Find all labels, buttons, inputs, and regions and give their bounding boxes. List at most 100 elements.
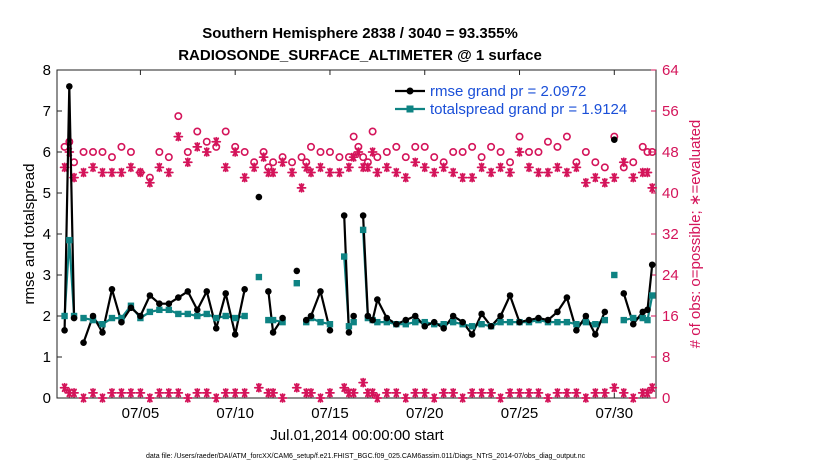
y-left-tick-label: 1	[43, 349, 51, 366]
x-tick-label: 07/30	[596, 405, 634, 422]
obs-evaluated-point	[599, 177, 610, 188]
obs-evaluated-bottom-point	[59, 382, 70, 393]
obs-evaluated-bottom-point	[201, 387, 212, 398]
chart-title: Southern Hemisphere 2838 / 3040 = 93.355…	[202, 25, 518, 42]
y-left-tick-label: 6	[43, 144, 51, 161]
obs-evaluated-point	[467, 172, 478, 183]
obs-possible-point	[477, 153, 486, 162]
obs-possible-point	[553, 142, 562, 151]
obs-possible-point	[349, 132, 358, 141]
rmse-point	[326, 327, 334, 334]
x-tick-label: 07/20	[406, 405, 444, 422]
obs-evaluated-point	[353, 147, 364, 157]
obs-possible-point	[496, 148, 505, 157]
obs-evaluated-bottom-point	[135, 387, 146, 398]
obs-evaluated-bottom-point	[211, 393, 222, 403]
rmse-point	[127, 304, 135, 312]
rmse-point	[66, 83, 73, 90]
obs-possible-point	[534, 148, 543, 157]
rmse-point	[497, 312, 504, 320]
obs-evaluated-point	[192, 141, 203, 152]
obs-possible-point	[643, 148, 652, 157]
obs-evaluated-bottom-point	[391, 387, 402, 398]
obs-possible-point	[591, 158, 600, 167]
obs-evaluated-point	[486, 167, 496, 178]
y-right-tick-label: 40	[662, 185, 679, 202]
rmse-point	[269, 329, 277, 336]
obs-possible-point	[202, 137, 211, 146]
obs-evaluated-bottom-point	[590, 387, 601, 398]
obs-evaluated-bottom-point	[505, 387, 515, 398]
obs-evaluated-point	[419, 162, 430, 173]
y-left-tick-label: 8	[43, 62, 51, 79]
obs-evaluated-bottom-point	[348, 387, 359, 398]
obs-evaluated-bottom-point	[367, 387, 378, 398]
obs-evaluated-point	[400, 172, 411, 183]
data-file-footnote: data file: /Users/raeder/DAI/ATM_forcXX/…	[146, 453, 586, 460]
obs-evaluated-point	[182, 157, 193, 168]
obs-evaluated-bottom-point	[448, 387, 459, 398]
rmse-point	[620, 290, 628, 297]
rmse-point	[582, 312, 590, 320]
rmse-point	[421, 322, 429, 330]
obs-evaluated-point	[438, 162, 449, 173]
legend-spread-label: totalspread grand pr = 1.9124	[430, 101, 627, 118]
obs-possible-point	[126, 148, 135, 157]
spread-point	[573, 321, 580, 328]
obs-evaluated-point	[580, 177, 591, 188]
obs-possible-point	[392, 142, 401, 151]
rmse-point	[156, 300, 163, 308]
obs-possible-point	[297, 153, 306, 162]
spread-point	[440, 321, 447, 328]
obs-evaluated-point	[268, 167, 278, 178]
rmse-point	[535, 314, 542, 322]
obs-evaluated-bottom-point	[381, 387, 392, 398]
obs-evaluated-bottom-point	[116, 387, 127, 398]
spread-point	[265, 316, 272, 324]
obs-evaluated-point	[381, 162, 392, 173]
obs-evaluated-point	[173, 131, 184, 142]
rmse-point	[544, 316, 552, 324]
rmse-point	[118, 318, 125, 326]
rmse-point	[430, 318, 438, 326]
obs-evaluated-point	[410, 157, 421, 168]
obs-possible-point	[401, 153, 410, 162]
obs-evaluated-point	[348, 152, 359, 163]
obs-possible-point	[221, 127, 230, 136]
obs-possible-point	[543, 137, 552, 146]
obs-evaluated-point	[230, 147, 241, 157]
rmse-line	[63, 85, 76, 331]
rmse-point	[468, 331, 476, 338]
obs-evaluated-bottom-point	[495, 393, 506, 403]
obs-evaluated-bottom-point	[552, 387, 563, 398]
obs-evaluated-point	[334, 167, 345, 178]
obs-possible-point	[648, 148, 657, 157]
obs-possible-point	[449, 148, 458, 157]
rmse-point	[302, 316, 310, 324]
obs-evaluated-point	[514, 147, 525, 157]
spread-point	[421, 318, 428, 326]
obs-evaluated-point	[609, 172, 620, 183]
rmse-point	[506, 292, 514, 299]
obs-evaluated-bottom-point	[277, 393, 288, 403]
obs-evaluated-bottom-point	[88, 387, 98, 398]
obs-evaluated-point	[505, 167, 515, 178]
obs-evaluated-point	[457, 172, 468, 183]
spread-point	[89, 316, 97, 324]
obs-possible-point	[600, 163, 609, 172]
obs-evaluated-bottom-point	[220, 387, 231, 398]
obs-evaluated-point	[590, 172, 601, 183]
obs-evaluated-point	[552, 162, 563, 173]
chart-subtitle: RADIOSONDE_SURFACE_ALTIMETER @ 1 surface	[178, 47, 542, 64]
obs-possible-point	[359, 153, 368, 162]
obs-possible-point	[325, 148, 334, 157]
obs-evaluated-point	[476, 162, 487, 173]
obs-possible-point	[164, 153, 173, 162]
obs-evaluated-bottom-point	[372, 393, 383, 403]
x-axis-label: Jul.01,2014 00:00:00 start	[270, 427, 444, 444]
obs-evaluated-bottom-point	[230, 387, 241, 398]
obs-evaluated-point	[448, 167, 459, 178]
obs-evaluated-bottom-point	[599, 387, 610, 398]
spread-point	[582, 318, 590, 326]
obs-evaluated-bottom-point	[533, 387, 544, 398]
